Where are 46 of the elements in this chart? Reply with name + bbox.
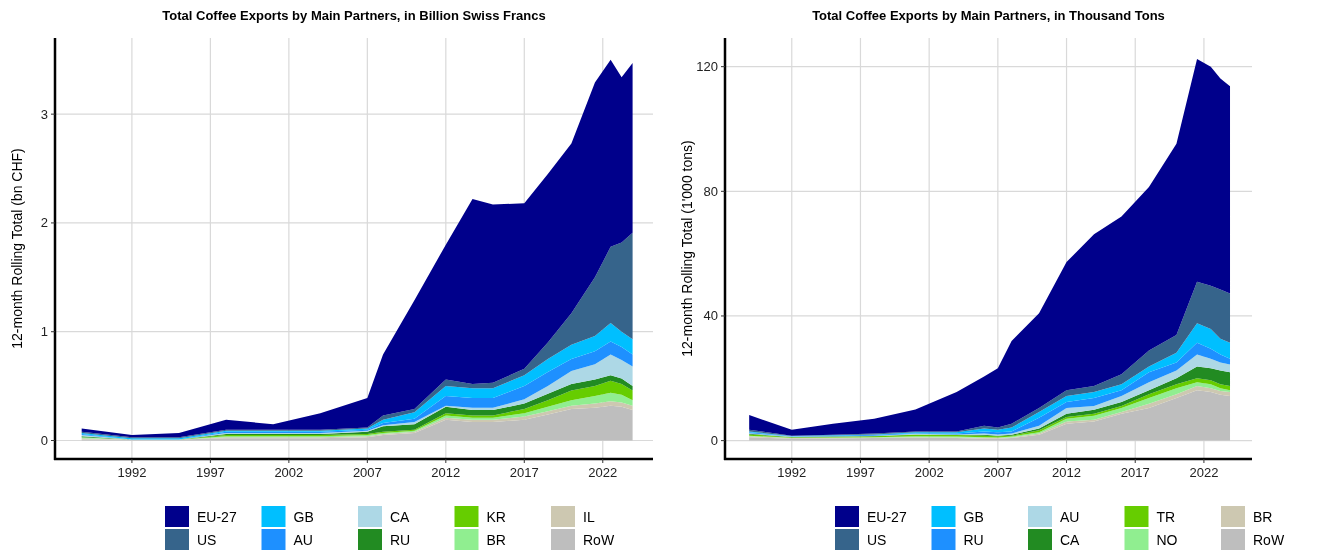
x-tick-label: 2022 xyxy=(1189,465,1219,480)
x-tick-label: 2002 xyxy=(914,465,944,480)
legend-label: RU xyxy=(390,532,411,548)
y-tick-label: 120 xyxy=(696,59,718,75)
legend-label: CA xyxy=(390,509,411,525)
legend-label: AU xyxy=(1060,509,1080,525)
legend-label: EU-27 xyxy=(867,509,907,525)
legend-label: IL xyxy=(583,509,595,525)
legend-label: EU-27 xyxy=(197,509,237,525)
y-tick-label: 80 xyxy=(703,183,718,199)
y-axis-title: 12-month Rolling Total (1'000 tons) xyxy=(679,140,695,357)
chart-title: Total Coffee Exports by Main Partners, in Billion Swiss Francs xyxy=(162,8,546,23)
legend-label: GB xyxy=(293,509,314,525)
legend-label: KR xyxy=(486,509,506,525)
y-tick-label: 0 xyxy=(710,433,718,449)
legend-label: GB xyxy=(963,509,984,525)
y-tick-label: 1 xyxy=(40,324,48,340)
legend-label: BR xyxy=(486,532,506,548)
y-tick-label: 0 xyxy=(40,433,48,449)
legend-label: RoW xyxy=(583,532,615,548)
y-axis-title: 12-month Rolling Total (bn CHF) xyxy=(9,148,25,349)
x-tick-label: 2022 xyxy=(588,465,618,480)
legend-label: US xyxy=(867,532,887,548)
legend-label: CA xyxy=(1060,532,1081,548)
x-tick-label: 2017 xyxy=(1120,465,1150,480)
chart-title: Total Coffee Exports by Main Partners, in Thousand Tons xyxy=(812,8,1165,23)
x-tick-label: 1997 xyxy=(846,465,875,480)
legend-label: TR xyxy=(1156,509,1176,525)
legend-label: AU xyxy=(293,532,313,548)
legend-label: RoW xyxy=(1253,532,1285,548)
x-tick-label: 2012 xyxy=(431,465,461,480)
legend-label: NO xyxy=(1156,532,1178,548)
x-tick-label: 2007 xyxy=(352,465,382,480)
legend-label: RU xyxy=(963,532,984,548)
y-tick-label: 2 xyxy=(40,215,48,231)
y-tick-label: 40 xyxy=(703,308,718,324)
x-tick-label: 1997 xyxy=(195,465,225,480)
legend-label: BR xyxy=(1253,509,1273,525)
x-tick-label: 2012 xyxy=(1052,465,1081,480)
x-tick-label: 1992 xyxy=(777,465,807,480)
x-tick-label: 2017 xyxy=(509,465,539,480)
x-tick-label: 2007 xyxy=(983,465,1013,480)
y-tick-label: 3 xyxy=(40,106,48,122)
x-tick-label: 2002 xyxy=(274,465,304,480)
legend-label: US xyxy=(197,532,217,548)
x-tick-label: 1992 xyxy=(117,465,147,480)
